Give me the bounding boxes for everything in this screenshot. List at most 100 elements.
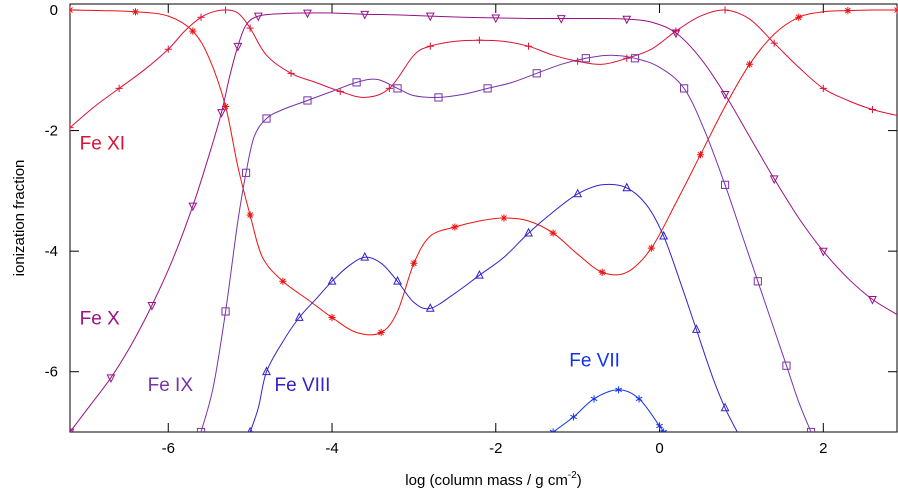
y-tick-label: -2 <box>45 123 58 140</box>
fe-vii-point <box>590 395 598 403</box>
series-label-fe-x: Fe X <box>80 309 120 330</box>
fe-x-point <box>233 42 243 52</box>
fe-x-point <box>556 15 566 24</box>
fe-viii-point <box>691 324 701 333</box>
fe-viii-point <box>294 312 304 321</box>
fe-xii-point <box>70 6 74 14</box>
series-fe-xi <box>70 6 897 132</box>
series-fe-vii <box>549 386 668 432</box>
fe-xii-point <box>328 313 336 322</box>
y-tick-label: 0 <box>50 2 58 19</box>
series-label-fe-viii: Fe VIII <box>275 375 331 396</box>
x-tick-label: 2 <box>819 440 827 457</box>
fe-ix-point <box>434 93 443 102</box>
fe-xi-point <box>115 84 123 92</box>
fe-ix-point <box>483 84 492 93</box>
fe-ix-point <box>221 307 230 316</box>
fe-xi-point <box>287 69 295 77</box>
fe-x-point <box>769 175 779 185</box>
series-fe-xii <box>70 6 897 337</box>
fe-xii-point <box>795 13 803 21</box>
series-fe-ix <box>196 54 816 432</box>
fe-ix-point <box>393 84 402 93</box>
fe-ix-point <box>630 54 640 63</box>
fe-ix-point <box>782 361 791 370</box>
fe-xii-line <box>70 9 897 336</box>
fe-xi-point <box>819 84 827 92</box>
fe-vii-point <box>656 422 663 430</box>
fe-vii-point <box>549 428 557 432</box>
fe-x-point <box>671 29 681 39</box>
x-tick-label: 0 <box>655 440 663 457</box>
fe-xi-point <box>574 57 582 65</box>
fe-xii-point <box>598 268 606 276</box>
fe-ix-point <box>241 168 251 177</box>
fe-xi-point <box>475 36 484 44</box>
fe-xii-point <box>696 151 705 159</box>
fe-viii-point <box>659 230 669 240</box>
fe-x-point <box>425 12 435 22</box>
fe-xii-point <box>451 223 459 231</box>
fe-viii-point <box>262 366 271 376</box>
fe-x-point <box>253 12 263 22</box>
fe-xii-point <box>221 102 230 111</box>
fe-xii-point <box>647 244 655 252</box>
series-fe-x <box>70 9 897 432</box>
x-axis-label-main: log (column mass / g cm <box>405 472 568 489</box>
fe-ix-point <box>680 84 689 93</box>
fe-vii-line <box>552 389 665 432</box>
fe-xii-point <box>246 211 254 219</box>
x-tick-label: -4 <box>325 440 338 457</box>
fe-x-point <box>720 91 730 100</box>
fe-xi-point <box>868 105 877 114</box>
fe-xi-point <box>721 6 729 14</box>
fe-x-point <box>818 247 828 257</box>
y-tick-label: -6 <box>45 364 58 381</box>
fe-ix-point <box>532 69 541 78</box>
fe-viii-point <box>327 275 337 285</box>
fe-xi-point <box>524 42 533 50</box>
fe-xii-point <box>844 7 852 15</box>
fe-ix-point <box>581 54 590 63</box>
fe-x-line <box>70 12 897 432</box>
series-fe-viii <box>247 182 738 432</box>
fe-xi-point <box>221 6 230 14</box>
fe-viii-point <box>524 227 533 237</box>
fe-vii-point <box>660 428 668 432</box>
fe-xii-point <box>279 277 287 285</box>
fe-ix-line <box>200 54 812 432</box>
fe-viii-point <box>622 182 632 192</box>
fe-x-point <box>303 9 312 19</box>
fe-xii-point <box>549 229 557 237</box>
fe-vii-point <box>635 395 643 403</box>
fe-viii-line <box>249 183 738 432</box>
fe-xii-point <box>377 328 385 337</box>
fe-ix-point <box>303 96 312 105</box>
x-axis-label-superscript: -2 <box>568 470 577 481</box>
fe-xi-point <box>70 123 74 132</box>
y-tick-label: -4 <box>45 243 58 260</box>
fe-x-point <box>491 14 501 24</box>
fe-xii-point <box>131 8 140 16</box>
fe-ix-point <box>753 277 762 286</box>
fe-x-point <box>106 374 116 384</box>
series-label-fe-ix: Fe IX <box>148 375 194 396</box>
fe-xi-point <box>197 13 205 21</box>
fe-x-point <box>217 109 226 118</box>
fe-ix-point <box>196 427 206 432</box>
fe-viii-point <box>393 275 402 285</box>
fe-xii-point <box>746 60 754 68</box>
fe-xi-point <box>246 24 254 32</box>
fe-xi-point <box>770 39 778 47</box>
fe-viii-point <box>360 251 370 261</box>
plot-frame <box>69 3 898 433</box>
fe-xi-point <box>336 87 344 96</box>
x-axis-label-end: ) <box>577 472 582 489</box>
fe-ix-point <box>720 180 730 189</box>
fe-xii-point <box>410 259 418 267</box>
fe-xi-point <box>164 45 172 53</box>
fe-viii-point <box>425 303 435 312</box>
x-tick-label: -2 <box>489 440 502 457</box>
